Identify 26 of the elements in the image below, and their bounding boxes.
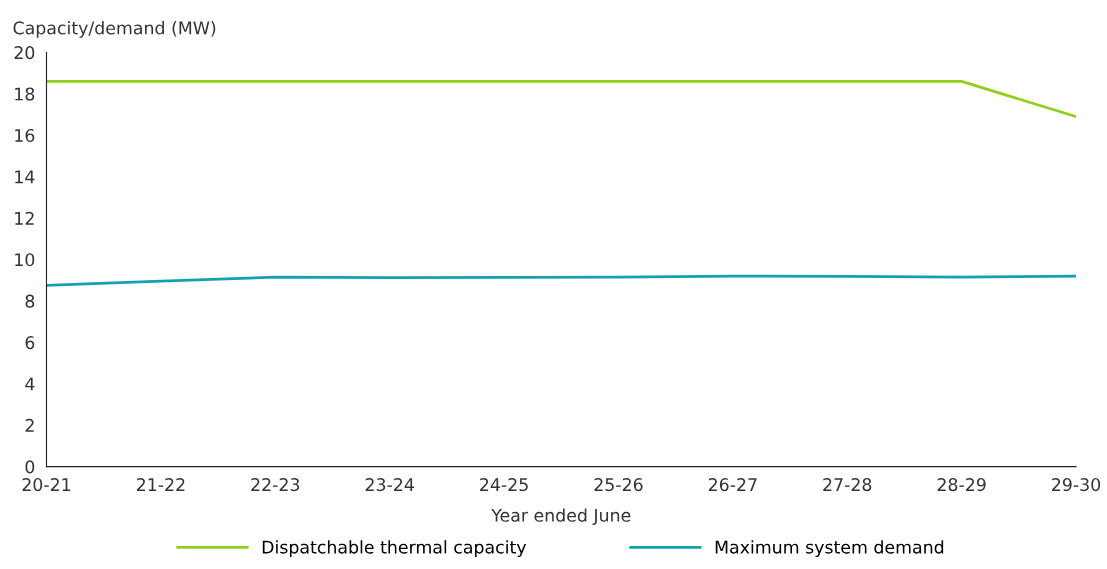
y-tick-label: 4 [25, 377, 35, 391]
y-axis-title: Capacity/demand (MW) [13, 21, 216, 38]
x-tick-label: 21-22 [136, 478, 185, 491]
x-axis-title: Year ended June [491, 508, 631, 526]
x-tick-label: 20-21 [22, 478, 71, 492]
x-tick-label: 27-28 [823, 478, 872, 492]
line-series [46, 274, 1076, 287]
y-tick-label: 18 [15, 87, 35, 101]
x-tick-label: 25-26 [594, 478, 643, 492]
x-tick-label: 22-23 [251, 478, 300, 492]
x-tick-label: 28-29 [937, 478, 986, 492]
y-tick-label: 2 [25, 418, 34, 432]
x-tick-label: 26-27 [708, 478, 757, 492]
y-tick-label: 20 [14, 46, 35, 60]
y-tick-label: 16 [15, 128, 35, 143]
x-tick-label: 29-30 [1052, 478, 1101, 492]
legend-label: Maximum system demand [715, 540, 944, 557]
legend-label: Dispatchable thermal capacity [262, 540, 527, 557]
y-tick-label: 0 [25, 460, 35, 474]
x-tick-label: 24-25 [480, 478, 528, 492]
y-tick-label: 10 [15, 253, 35, 267]
y-tick-label: 8 [25, 294, 35, 308]
y-tick-label: 12 [15, 211, 34, 225]
x-tick-label: 23-24 [365, 478, 414, 492]
y-tick-label: 6 [25, 336, 35, 350]
y-tick-label: 14 [15, 170, 35, 184]
